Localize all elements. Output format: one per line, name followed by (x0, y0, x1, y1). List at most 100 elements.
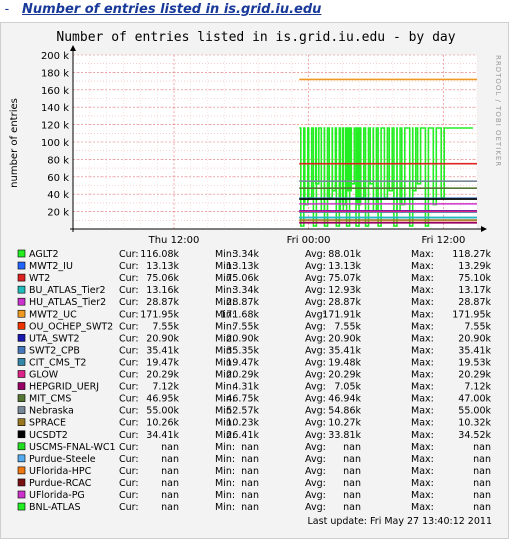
legend-min-label: Min: (215, 261, 235, 272)
legend-series-name: HU_ATLAS_Tier2 (29, 297, 106, 308)
y-tick-label: 140 k (41, 103, 69, 114)
y-tick-label: 60 k (47, 173, 69, 184)
legend-avg-label: Avg: (305, 490, 326, 501)
y-tick-label: 40 k (47, 190, 69, 201)
legend-avg-value: 7.55k (334, 321, 361, 332)
legend-max-label: Max: (411, 418, 434, 429)
legend-cur-label: Cur: (119, 454, 139, 465)
legend-min-value: nan (241, 478, 259, 489)
legend-max-label: Max: (411, 345, 434, 356)
legend-min-label: Min: (215, 466, 235, 477)
legend-min-label: Min: (215, 478, 235, 489)
legend-max-label: Max: (411, 309, 434, 320)
rrdtool-watermark: RRDTOOL / TOBI OETIKER (494, 55, 502, 167)
legend-max-value: 75.10k (458, 273, 491, 284)
legend-max-value: 20.90k (458, 333, 491, 344)
legend-avg-value: 88.01k (328, 249, 361, 260)
legend-cur-label: Cur: (119, 406, 139, 417)
legend-max-value: 10.32k (458, 418, 491, 429)
legend-min-value: nan (241, 502, 259, 513)
legend-max-label: Max: (411, 285, 434, 296)
legend-avg-value: 7.05k (334, 382, 361, 393)
legend-avg-label: Avg: (305, 285, 326, 296)
legend-series-name: UTA_SWT2 (29, 333, 80, 344)
legend-cur-label: Cur: (119, 357, 139, 368)
legend-max-label: Max: (411, 490, 434, 501)
legend-cur-label: Cur: (119, 466, 139, 477)
legend-avg-value: 75.07k (328, 273, 361, 284)
y-tick-label: 20 k (47, 208, 69, 219)
legend-avg-label: Avg: (305, 394, 326, 405)
legend-max-value: nan (473, 490, 491, 501)
last-update-text: Last update: Fri May 27 13:40:12 2011 (308, 516, 492, 527)
legend-swatch (17, 334, 26, 342)
legend-max-label: Max: (411, 357, 434, 368)
legend-series-name: SPRACE (29, 418, 66, 429)
legend-avg-label: Avg: (305, 333, 326, 344)
legend-swatch (17, 466, 26, 475)
x-tick-label: Thu 12:00 (148, 235, 200, 246)
legend-avg-label: Avg: (305, 430, 326, 441)
legend-series-name: Purdue-Steele (29, 454, 96, 465)
legend-cur-value: 34.41k (146, 430, 179, 441)
legend-max-value: 118.27k (452, 249, 491, 260)
legend-avg-value: nan (343, 466, 361, 477)
legend-min-value: 4.31k (232, 382, 259, 393)
legend-cur-label: Cur: (119, 249, 139, 260)
legend-cur-value: 19.47k (146, 357, 179, 368)
legend-series-name: GLOW (29, 370, 59, 381)
legend-min-label: Min: (215, 406, 235, 417)
legend-cur-label: Cur: (119, 382, 139, 393)
legend-max-label: Max: (411, 273, 434, 284)
legend-avg-value: nan (343, 454, 361, 465)
legend-cur-value: 28.87k (146, 297, 179, 308)
legend-max-value: 7.55k (464, 321, 491, 332)
legend-max-label: Max: (411, 382, 434, 393)
legend-cur-label: Cur: (119, 370, 139, 381)
y-tick-label: 200 k (41, 51, 69, 62)
legend-swatch (17, 394, 26, 402)
legend-swatch (17, 358, 26, 366)
legend-cur-label: Cur: (119, 273, 139, 284)
y-tick-label: 120 k (41, 121, 69, 132)
y-tick-label: 100 k (41, 138, 69, 149)
legend-cur-label: Cur: (119, 345, 139, 356)
legend-swatch (17, 454, 26, 463)
legend-min-value: 46.75k (226, 394, 259, 405)
legend-avg-label: Avg: (305, 418, 326, 429)
legend-avg-label: Avg: (305, 442, 326, 453)
legend-swatch (17, 502, 26, 511)
legend-max-label: Max: (411, 502, 434, 513)
legend-max-value: nan (473, 502, 491, 513)
legend-swatch (17, 490, 26, 499)
legend-avg-value: 10.27k (328, 418, 361, 429)
legend-cur-value: nan (161, 478, 179, 489)
legend-min-value: 10.23k (226, 418, 259, 429)
legend-avg-label: Avg: (305, 370, 326, 381)
legend-avg-label: Avg: (305, 382, 326, 393)
legend-min-value: 35.35k (226, 345, 259, 356)
legend-series-name: CIT_CMS_T2 (29, 357, 86, 368)
graph-title-link[interactable]: Number of entries listed in is.grid.iu.e… (22, 2, 322, 17)
legend-max-value: 171.95k (452, 309, 491, 320)
legend-min-label: Min: (215, 345, 235, 356)
legend-avg-label: Avg: (305, 466, 326, 477)
legend-cur-value: 7.12k (152, 382, 179, 393)
legend-swatch (17, 261, 26, 270)
legend-max-value: 13.29k (458, 261, 491, 272)
legend-swatch (17, 297, 26, 306)
legend-avg-value: 13.13k (328, 261, 361, 272)
legend-cur-value: 35.41k (146, 345, 179, 356)
legend-avg-value: 20.90k (328, 333, 361, 344)
legend-swatch (17, 382, 26, 390)
legend-cur-label: Cur: (119, 297, 139, 308)
legend-cur-label: Cur: (119, 478, 139, 489)
legend-avg-value: 54.86k (328, 406, 361, 417)
legend-series-name: MIT_CMS (29, 394, 71, 405)
legend-min-label: Min: (215, 285, 235, 296)
legend-avg-value: 20.29k (328, 370, 361, 381)
legend-cur-value: 171.95k (140, 309, 179, 320)
legend-max-label: Max: (411, 321, 434, 332)
collapse-icon[interactable]: - (3, 2, 11, 17)
rrd-graph-panel: Number of entries listed in is.grid.iu.e… (0, 22, 509, 539)
